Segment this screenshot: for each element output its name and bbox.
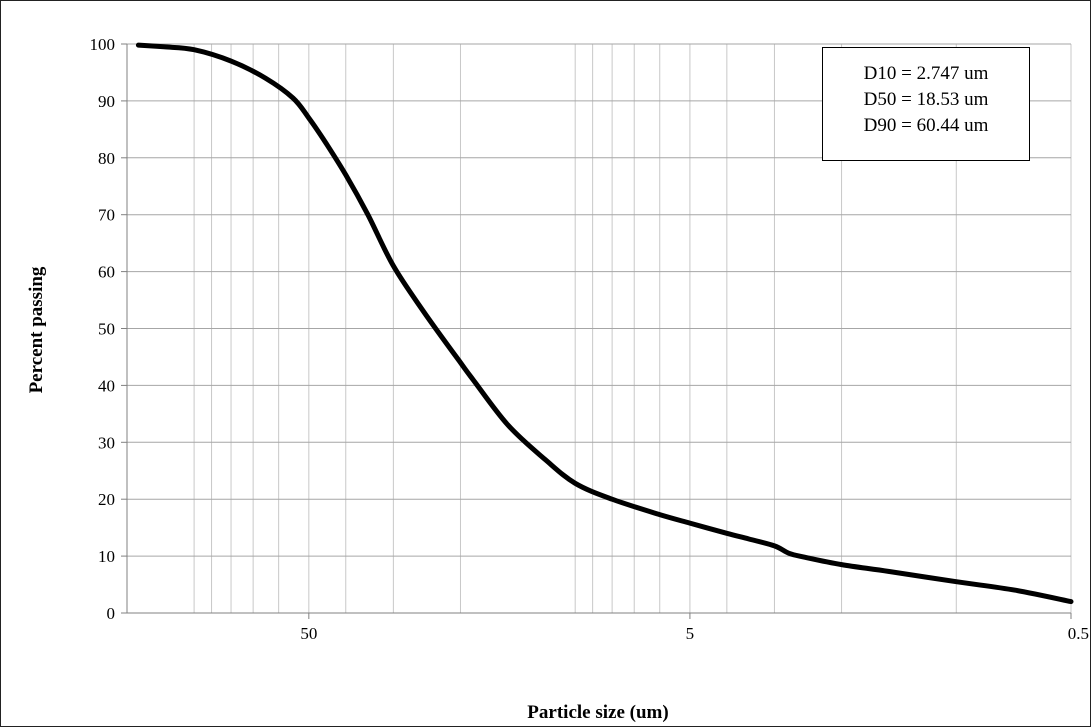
y-tick-label: 70 [98,206,115,225]
d90-stat: D90 = 60.44 um [863,115,989,136]
x-tick-label: 0.5 [1068,624,1089,643]
x-tick-label: 50 [300,624,317,643]
y-tick-label: 40 [98,376,115,395]
x-axis-title: Particle size (um) [527,702,668,723]
y-tick-label: 90 [98,92,115,111]
y-tick-label: 30 [98,433,115,452]
series-line [135,42,1074,605]
y-tick-label: 50 [98,320,115,339]
y-tick-label: 80 [98,149,115,168]
y-tick-label: 10 [98,547,115,566]
d50-stat: D50 = 18.53 um [863,89,989,110]
axes [121,43,1072,619]
d10-stat: D10 = 2.747 um [863,63,989,84]
x-tick-labels: 50 5 0.5 [300,624,1089,643]
y-tick-label: 0 [107,604,116,623]
y-tick-label: 100 [90,35,116,54]
stats-legend-box: D10 = 2.747 um D50 = 18.53 um D90 = 60.4… [822,47,1030,161]
y-tick-labels: 0 10 20 30 40 50 60 70 80 90 100 [90,35,116,623]
y-tick-label: 60 [98,263,115,282]
x-tick-label: 5 [686,624,695,643]
y-tick-label: 20 [98,490,115,509]
y-axis-title: Percent passing [26,266,47,393]
